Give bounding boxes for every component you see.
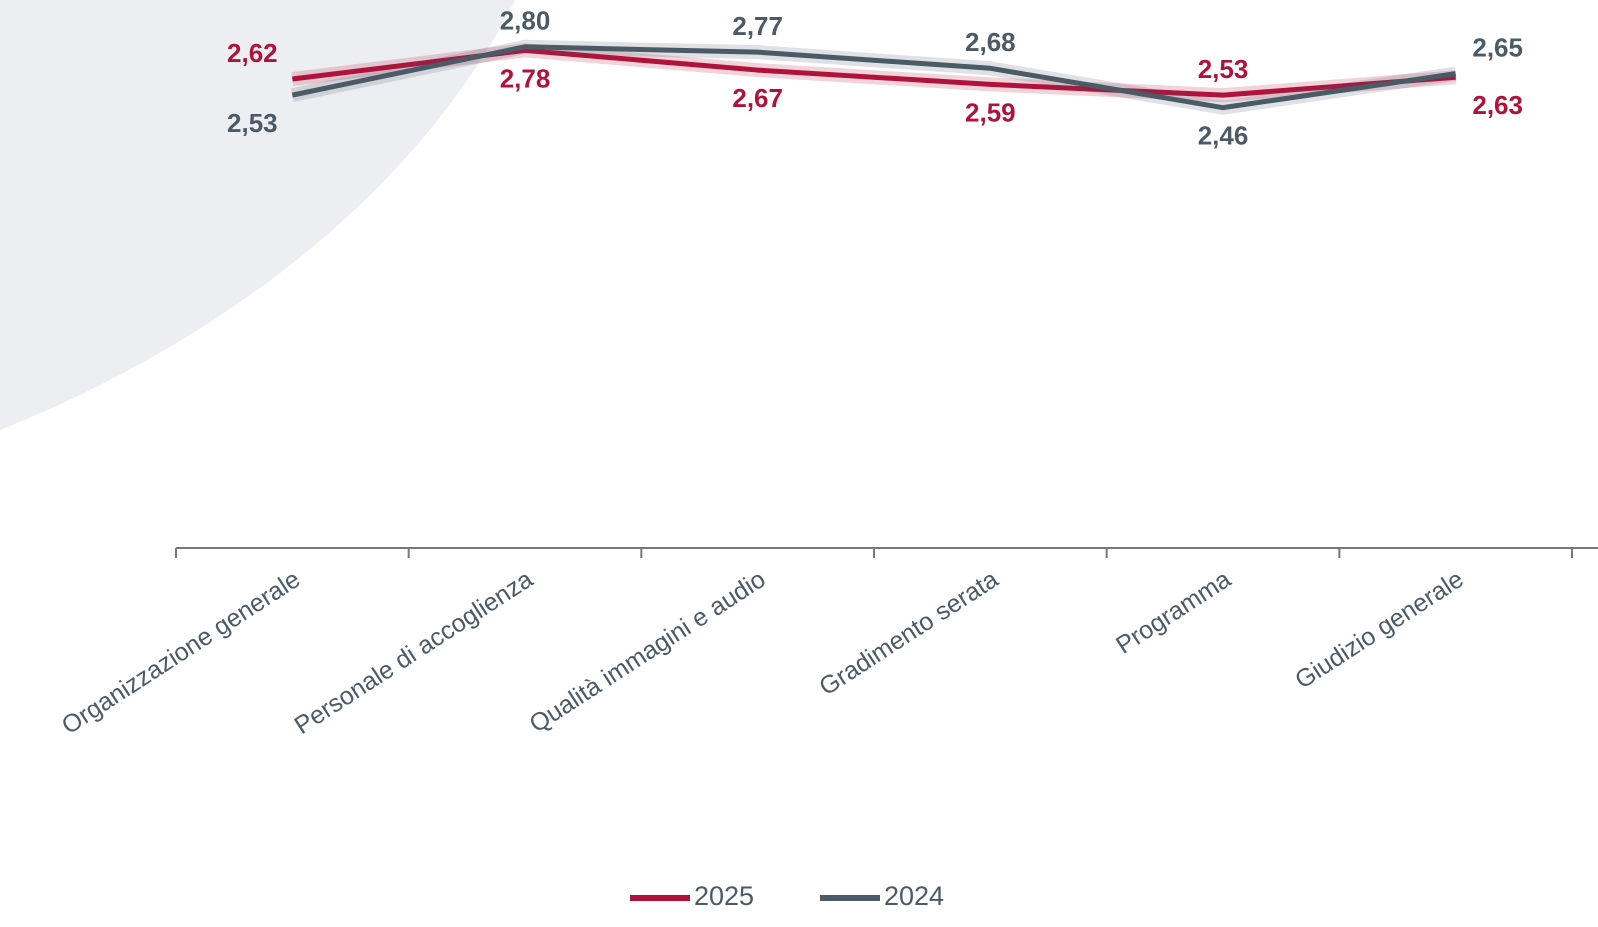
background-shape	[0, 0, 515, 430]
value-label: 2,80	[500, 6, 551, 36]
x-tick-label: Gradimento serata	[814, 565, 1003, 701]
value-label: 2,59	[965, 97, 1016, 127]
x-tick-label: Giudizio generale	[1290, 565, 1468, 694]
legend-label: 2024	[884, 881, 944, 911]
value-label: 2,77	[732, 11, 783, 41]
x-tick-label: Organizzazione generale	[57, 565, 305, 740]
x-tick-label: Programma	[1111, 565, 1236, 660]
value-label: 2,53	[227, 108, 278, 138]
value-label: 2,53	[1198, 54, 1249, 84]
x-tick-label: Personale di accoglienza	[289, 565, 537, 740]
value-label: 2,63	[1472, 90, 1523, 120]
value-label: 2,67	[732, 83, 783, 113]
value-label: 2,68	[965, 27, 1016, 57]
value-label: 2,46	[1198, 121, 1249, 151]
value-label: 2,78	[500, 63, 551, 93]
legend-label: 2025	[694, 881, 754, 911]
value-label: 2,62	[227, 38, 278, 68]
value-label: 2,65	[1472, 33, 1523, 63]
line	[291, 44, 1457, 111]
x-tick-label: Qualità immagini e audio	[525, 565, 771, 738]
